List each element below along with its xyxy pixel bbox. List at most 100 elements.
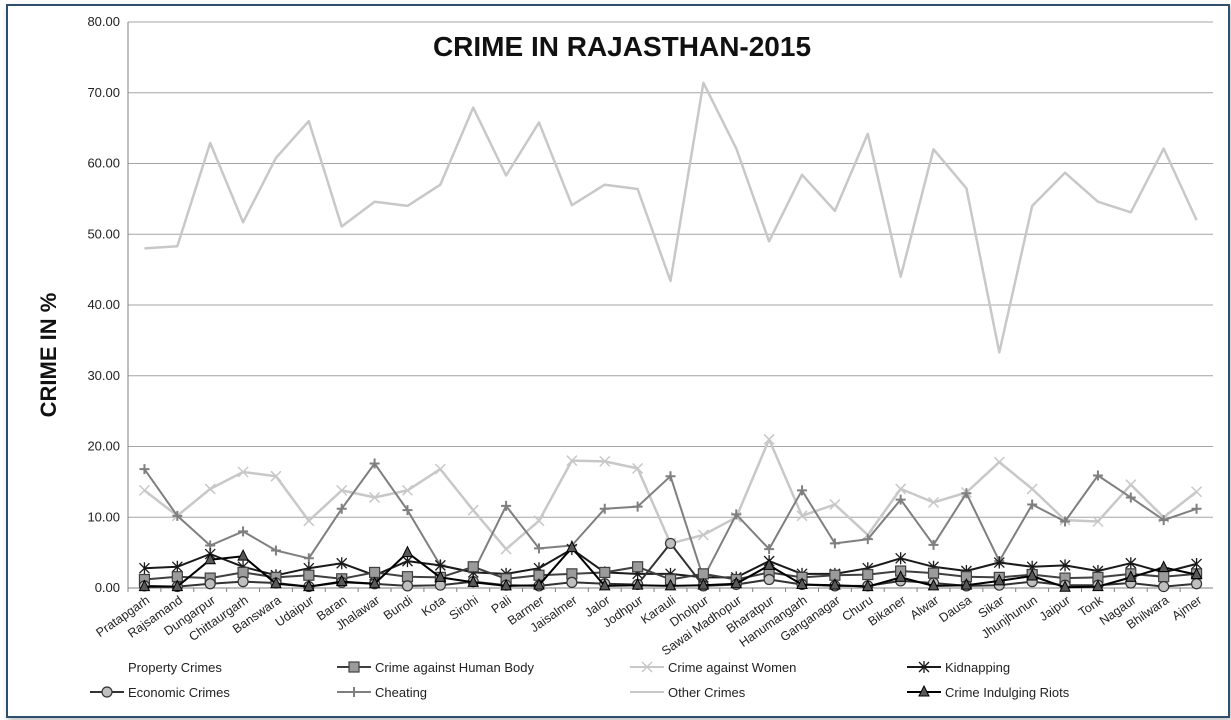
- data-point: [402, 505, 413, 516]
- data-point: [599, 566, 611, 579]
- data-point: [533, 578, 545, 590]
- data-point: [335, 574, 348, 587]
- data-point: [961, 488, 972, 499]
- data-point: [467, 561, 479, 573]
- data-point: [349, 687, 359, 697]
- data-point: [829, 498, 841, 511]
- legend-item: Other Crimes: [630, 685, 746, 700]
- data-point: [171, 560, 183, 573]
- legend-label: Crime against Human Body: [375, 660, 534, 675]
- data-point: [895, 483, 907, 495]
- legend-item: Crime Indulging Riots: [907, 684, 1070, 700]
- series-other-crimes: [144, 81, 1198, 354]
- data-point: [632, 501, 643, 512]
- x-tick-label: Kota: [419, 593, 448, 619]
- data-point: [697, 578, 710, 590]
- data-point: [368, 576, 381, 589]
- data-point: [632, 462, 644, 474]
- legend-label: Other Crimes: [668, 685, 746, 700]
- data-point: [1125, 557, 1137, 570]
- data-point: [763, 433, 775, 445]
- data-point: [631, 578, 644, 590]
- data-point: [1060, 516, 1071, 527]
- data-point: [927, 567, 940, 579]
- data-point: [1124, 570, 1137, 582]
- data-point: [303, 579, 315, 592]
- data-point: [763, 558, 775, 570]
- data-point: [1157, 560, 1170, 572]
- x-tick-label: Dausa: [936, 593, 974, 625]
- y-tick-label: 20.00: [87, 439, 120, 454]
- data-point: [238, 526, 249, 537]
- data-point: [894, 570, 907, 582]
- data-point: [138, 562, 150, 575]
- series-group: [138, 81, 1203, 593]
- y-tick-label: 30.00: [87, 368, 120, 383]
- data-point: [993, 573, 1006, 586]
- data-point: [599, 455, 611, 467]
- x-tick-label: Ajmer: [1170, 593, 1205, 623]
- data-point: [895, 494, 906, 505]
- data-point: [369, 458, 380, 469]
- data-point: [862, 568, 874, 581]
- data-point: [861, 579, 874, 592]
- legend-item: Crime against Human Body: [337, 660, 534, 675]
- data-point: [665, 471, 676, 482]
- y-tick-label: 50.00: [87, 226, 120, 241]
- data-point: [533, 543, 544, 554]
- data-point: [697, 529, 709, 541]
- x-tick-label: Bikaner: [866, 593, 909, 629]
- data-point: [401, 484, 414, 496]
- legend-item: Kidnapping: [907, 660, 1010, 675]
- data-point: [434, 559, 446, 572]
- legend-item: Cheating: [337, 685, 427, 700]
- y-tick-label: 0.00: [95, 580, 120, 595]
- data-point: [138, 484, 150, 496]
- data-point: [204, 483, 216, 495]
- data-point: [1190, 578, 1203, 590]
- data-point: [434, 570, 447, 582]
- data-point: [1092, 579, 1104, 592]
- data-point: [204, 552, 217, 565]
- data-point: [632, 561, 644, 573]
- legend-item: Property Crimes: [128, 660, 222, 675]
- data-point: [172, 510, 183, 521]
- chart-frame: [6, 4, 1230, 718]
- data-point: [1191, 503, 1202, 514]
- data-point: [1092, 515, 1104, 528]
- data-point: [993, 556, 1005, 569]
- data-point: [918, 661, 930, 673]
- data-point: [1125, 492, 1136, 503]
- data-point: [501, 500, 512, 511]
- data-point: [1026, 568, 1038, 581]
- data-point: [928, 539, 939, 550]
- axes: 0.00 10.00 20.00 30.00 40.00 50.00 60.00 70.00 8…: [87, 14, 1213, 658]
- data-point: [664, 578, 677, 591]
- data-point: [138, 579, 151, 592]
- legend-label: Economic Crimes: [128, 685, 230, 700]
- data-point: [566, 576, 578, 588]
- data-point: [171, 579, 184, 592]
- data-point: [797, 485, 808, 496]
- data-point: [927, 496, 940, 508]
- series-line: [143, 438, 1198, 551]
- data-point: [731, 509, 742, 520]
- gridlines: [128, 21, 1213, 589]
- data-point: [918, 684, 930, 697]
- data-point: [566, 455, 578, 467]
- data-point: [697, 568, 709, 580]
- data-point: [1158, 580, 1170, 593]
- data-point: [270, 545, 281, 556]
- data-point: [993, 456, 1005, 468]
- data-point: [237, 576, 249, 588]
- data-point: [862, 534, 873, 545]
- data-point: [796, 510, 808, 522]
- data-point: [895, 552, 907, 565]
- legend: Property Crimes Crime against Human Body C…: [90, 660, 1070, 700]
- data-point: [1027, 499, 1038, 510]
- data-point: [927, 578, 940, 591]
- data-point: [467, 575, 480, 587]
- data-point: [303, 553, 314, 564]
- chart-title: CRIME IN RAJASTHAN-2015: [433, 31, 811, 62]
